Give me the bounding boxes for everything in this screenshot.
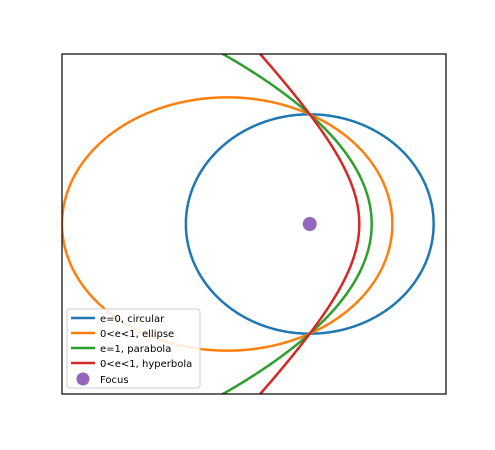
series-line-parabola xyxy=(220,54,373,394)
focus-point xyxy=(302,217,317,231)
series-line-hyperbola xyxy=(258,54,361,394)
legend: e=0, circular 0<e<1, ellipse e=1, parabo… xyxy=(66,308,201,389)
legend-label-parabola: e=1, parabola xyxy=(100,344,171,355)
axes-frame xyxy=(61,53,447,395)
legend-box xyxy=(66,308,201,389)
curves-layer xyxy=(62,54,435,394)
series-line-circular xyxy=(184,113,435,335)
legend-label-hyperbola: 0<e<1, hyperbola xyxy=(100,359,192,370)
legend-label-circular: e=0, circular xyxy=(100,314,165,325)
legend-label-ellipse: 0<e<1, ellipse xyxy=(100,329,174,340)
series-line-ellipse xyxy=(62,96,394,352)
legend-label-focus: Focus xyxy=(100,375,129,386)
focus-layer xyxy=(302,217,317,231)
legend-marker-focus xyxy=(76,372,90,386)
